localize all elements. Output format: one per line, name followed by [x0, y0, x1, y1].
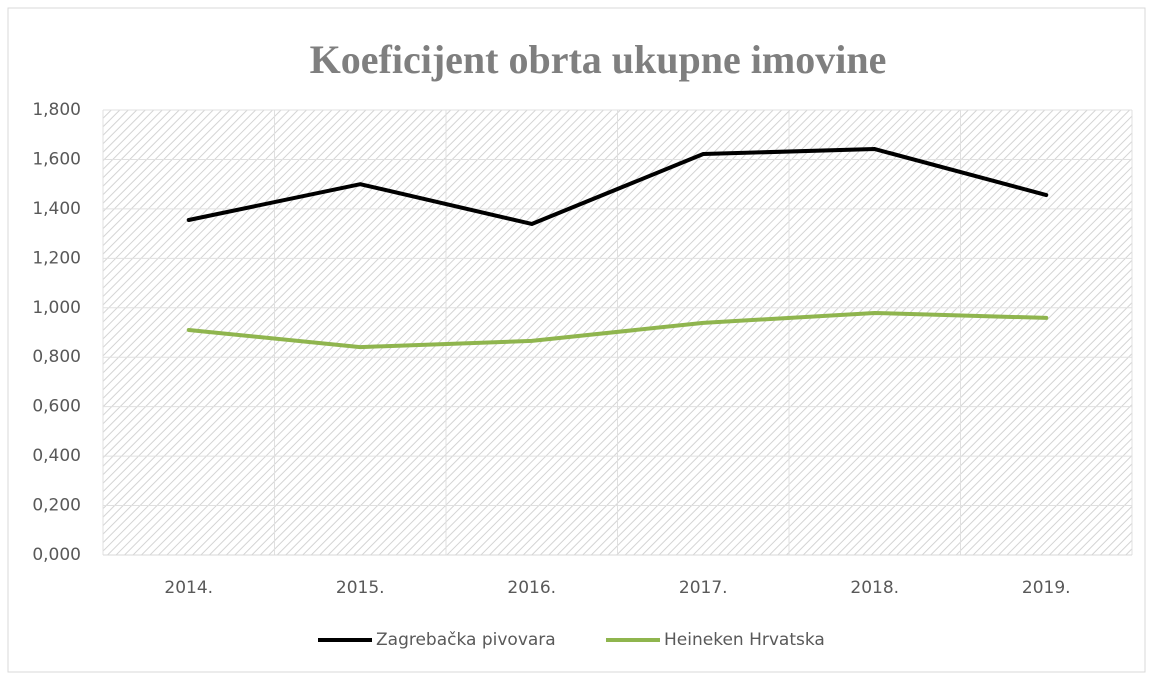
y-tick-label: 1,200: [32, 248, 81, 268]
x-tick-label: 2014.: [164, 578, 213, 598]
x-tick-label: 2017.: [679, 578, 728, 598]
y-tick-label: 0,000: [32, 545, 81, 565]
x-tick-label: 2016.: [507, 578, 556, 598]
x-tick-label: 2018.: [850, 578, 899, 598]
series-line: [186, 310, 1049, 350]
chart-title: Koeficijent obrta ukupne imovine: [310, 37, 887, 82]
y-tick-label: 1,400: [32, 199, 81, 219]
y-tick-label: 0,600: [32, 397, 81, 417]
y-tick-label: 1,800: [32, 100, 81, 120]
y-tick-label: 0,400: [32, 446, 81, 466]
x-tick-label: 2019.: [1022, 578, 1071, 598]
x-tick-label: 2015.: [336, 578, 385, 598]
legend-label: Zagrebačka pivovara: [376, 630, 556, 650]
y-tick-label: 1,000: [32, 298, 81, 318]
y-tick-label: 0,800: [32, 347, 81, 367]
y-tick-label: 1,600: [32, 149, 81, 169]
series-line: [186, 147, 1049, 226]
y-tick-label: 0,200: [32, 496, 81, 516]
legend-label: Heineken Hrvatska: [664, 630, 825, 650]
